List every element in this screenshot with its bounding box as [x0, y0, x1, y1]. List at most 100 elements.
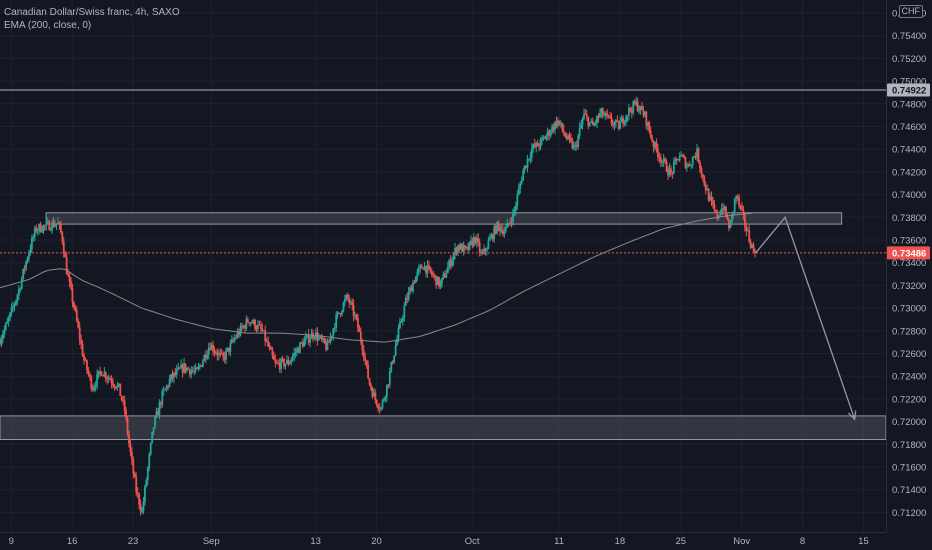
candle-body: [271, 349, 274, 356]
candle-body: [685, 165, 688, 168]
candle-body: [519, 183, 522, 189]
candle-body: [526, 159, 529, 168]
candle-body: [300, 342, 303, 344]
ema-indicator-label[interactable]: EMA (200, close, 0): [4, 20, 92, 31]
candle-body: [7, 318, 10, 322]
candle-body: [551, 126, 554, 133]
time-axis[interactable]: 9 16 23 Sep 13 20 Oct 11 18 25 Nov 8 15: [0, 532, 886, 550]
candle-body: [529, 156, 532, 160]
candle-body: [39, 223, 42, 232]
candle-body: [281, 358, 284, 360]
candle-body: [580, 124, 583, 128]
candle-body: [584, 113, 587, 115]
candle-body: [297, 348, 300, 353]
price-tick-label: 0.74600: [892, 122, 926, 133]
candle-body: [588, 122, 591, 127]
candle-body: [490, 234, 493, 239]
candle-body: [713, 204, 716, 211]
candle-body: [446, 267, 449, 274]
candle-body: [64, 253, 67, 258]
candle-body: [383, 399, 385, 401]
candle-body: [307, 334, 310, 343]
candle-body: [704, 184, 707, 191]
candle-body: [381, 400, 384, 408]
candle-body: [657, 149, 659, 157]
overlays: [0, 89, 886, 421]
candle-body: [44, 225, 46, 227]
candle-body: [470, 240, 472, 242]
candle-body: [404, 298, 407, 306]
candle-body: [528, 159, 530, 161]
candle-body: [570, 138, 572, 141]
candle-body: [142, 501, 145, 511]
candle-body: [388, 371, 391, 385]
candle-body: [339, 313, 342, 315]
candle-body: [222, 353, 225, 357]
projection-path: [755, 215, 856, 420]
candle-body: [462, 245, 465, 253]
candle-body: [646, 122, 649, 126]
candle-body: [403, 305, 406, 318]
candle-body: [201, 361, 204, 367]
candle-body: [684, 157, 687, 168]
candle-body: [242, 325, 245, 328]
currency-badge[interactable]: CHF: [898, 5, 923, 18]
candle-body: [23, 268, 26, 270]
candle-body: [530, 148, 533, 157]
candle-body: [671, 171, 674, 174]
candle-body: [359, 331, 362, 342]
candle-body: [274, 359, 277, 363]
price-tick-label: 0.71800: [892, 440, 926, 451]
candle-body: [181, 364, 184, 373]
candle-body: [607, 115, 610, 117]
candle-body: [465, 247, 468, 249]
candle-body: [204, 354, 207, 359]
candle-body: [449, 260, 452, 266]
candle-body: [596, 116, 598, 123]
candle-body: [323, 338, 326, 344]
candle-body: [223, 356, 226, 360]
candle-body: [225, 350, 227, 360]
candle-body: [361, 341, 364, 351]
candle-body: [549, 132, 552, 136]
candle-body: [167, 385, 169, 387]
candle-body: [393, 355, 396, 363]
candle-body: [499, 225, 501, 232]
candle-body: [652, 141, 655, 148]
candle-body: [174, 372, 177, 375]
candle-body: [341, 311, 343, 315]
candle-body: [572, 145, 575, 149]
candle-body: [267, 340, 269, 347]
candle-body: [628, 108, 630, 116]
time-axis-bg: [0, 532, 886, 550]
candle-body: [80, 339, 83, 344]
candle-body: [425, 265, 427, 274]
candle-body: [746, 230, 749, 232]
candle-body: [238, 332, 241, 335]
candle-body: [38, 223, 41, 230]
candle-body: [741, 206, 743, 210]
price-axis[interactable]: 0.756000.754000.752000.750000.748000.746…: [886, 0, 932, 550]
candle-body: [728, 219, 730, 229]
time-tick-label: 16: [67, 536, 78, 547]
candle-body: [183, 363, 185, 373]
time-tick-label: 18: [615, 536, 626, 547]
symbol-title[interactable]: Canadian Dollar/Swiss franc, 4h, SAXO: [4, 7, 180, 18]
candle-body: [171, 374, 174, 378]
candle-body: [507, 223, 510, 225]
candle-body: [258, 324, 261, 326]
candle-body: [597, 116, 600, 118]
candle-body: [720, 208, 723, 215]
candle-body: [186, 367, 188, 371]
candle-body: [423, 265, 426, 270]
candle-body: [748, 230, 751, 242]
candle-body: [6, 321, 9, 324]
candle-body: [561, 122, 564, 130]
candle-body: [645, 111, 648, 126]
candle-body: [239, 325, 242, 335]
candle-body: [129, 443, 132, 453]
candle-body: [397, 328, 400, 339]
candle-body: [130, 452, 133, 460]
candle-body: [471, 240, 474, 246]
